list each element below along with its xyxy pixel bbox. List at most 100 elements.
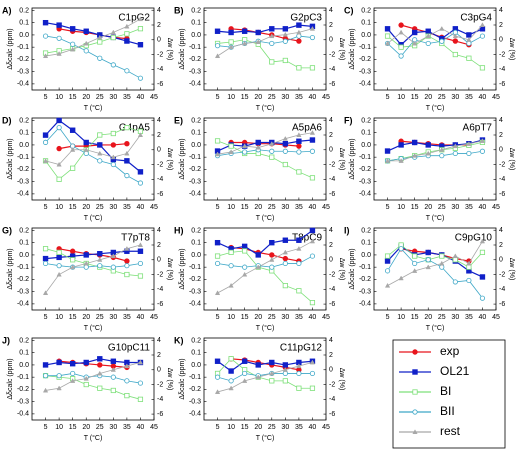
panel-label: F) — [344, 115, 353, 125]
marker — [83, 147, 89, 152]
marker — [228, 249, 234, 255]
marker — [110, 62, 116, 68]
marker — [70, 264, 76, 270]
x-tick-label: 15 — [69, 94, 77, 101]
marker — [398, 142, 404, 148]
marker — [97, 34, 103, 40]
marker — [384, 40, 391, 46]
y2-tick-label: 2 — [157, 242, 161, 249]
marker — [241, 28, 248, 34]
marker — [269, 154, 275, 160]
marker — [309, 25, 316, 31]
marker — [228, 263, 234, 269]
plot-frame — [31, 7, 155, 91]
y2-tick-label: -2 — [157, 381, 163, 388]
marker — [309, 253, 316, 259]
marker — [398, 275, 404, 281]
marker — [309, 370, 316, 377]
legend-marker — [412, 429, 418, 435]
marker — [425, 150, 431, 156]
y-tick-label: -0.2 — [189, 166, 201, 173]
marker — [228, 356, 234, 362]
marker — [282, 57, 288, 64]
marker — [124, 173, 130, 179]
marker — [214, 43, 221, 49]
marker — [466, 141, 472, 146]
marker — [384, 282, 391, 288]
marker — [384, 33, 391, 39]
marker — [282, 135, 288, 141]
y-tick-label: -0.3 — [189, 68, 201, 75]
x-tick-label: 45 — [150, 314, 158, 321]
panel-title: C9pG10 — [455, 233, 493, 244]
y2-tick-label: -4 — [157, 176, 163, 183]
marker — [411, 29, 418, 36]
marker — [242, 271, 248, 277]
marker — [137, 273, 144, 279]
x-tick-label: 15 — [411, 204, 419, 211]
marker — [425, 40, 431, 47]
marker — [228, 29, 234, 36]
y2-tick-label: 0 — [329, 257, 333, 264]
y2-tick-label: 4 — [499, 227, 503, 234]
panel-label: G) — [2, 225, 12, 235]
marker — [137, 242, 144, 248]
marker — [242, 248, 248, 254]
x-tick-label: 5 — [44, 204, 48, 211]
marker — [255, 252, 261, 258]
y-tick-label: 0.1 — [361, 20, 371, 27]
x-tick-label: 30 — [451, 204, 459, 211]
marker — [452, 143, 458, 149]
marker — [282, 283, 288, 289]
y2-tick-label: -2 — [157, 271, 163, 278]
marker — [384, 268, 391, 274]
marker — [83, 40, 89, 46]
marker — [412, 40, 418, 46]
y2-tick-label: 0 — [499, 37, 503, 44]
marker — [411, 139, 418, 146]
y2-tick-label: -2 — [499, 271, 505, 278]
x-tick-label: 20 — [254, 94, 262, 101]
marker — [439, 38, 445, 44]
marker — [269, 257, 275, 262]
y-tick-label: 0.2 — [191, 117, 201, 124]
x-tick-label: 35 — [295, 424, 303, 431]
marker — [439, 264, 445, 270]
x-tick-label: 35 — [465, 204, 473, 211]
y-tick-label: -0.4 — [189, 191, 201, 198]
marker — [466, 32, 472, 38]
x-tick-label: 15 — [69, 424, 77, 431]
y2-tick-label: -6 — [157, 191, 163, 198]
x-tick-label: 35 — [123, 204, 131, 211]
y-axis-label: Δδcalc (ppm) — [7, 28, 14, 69]
y-tick-label: 0.0 — [191, 142, 201, 149]
marker — [425, 257, 431, 263]
x-tick-label: 25 — [438, 314, 446, 321]
marker — [296, 38, 302, 44]
marker — [56, 125, 62, 131]
y-tick-label: -0.3 — [189, 398, 201, 405]
marker — [110, 253, 116, 259]
marker — [412, 152, 418, 158]
y-tick-label: -0.4 — [17, 81, 29, 88]
x-tick-label: 20 — [82, 424, 90, 431]
marker — [83, 264, 89, 270]
x-tick-label: 30 — [281, 314, 289, 321]
marker — [255, 362, 261, 368]
y2-tick-label: -6 — [157, 411, 163, 418]
series-line — [45, 361, 141, 391]
x-axis-label: T (°C) — [84, 434, 103, 442]
marker — [425, 264, 431, 270]
marker — [83, 252, 89, 258]
marker — [42, 158, 49, 163]
marker — [255, 39, 261, 44]
y-axis-label: Δδcalc (ppm) — [179, 358, 186, 399]
x-tick-label: 30 — [109, 204, 117, 211]
marker — [110, 161, 116, 168]
legend-label: BII — [440, 404, 455, 418]
y-tick-label: -0.3 — [359, 178, 371, 185]
x-tick-label: 5 — [216, 94, 220, 101]
y-tick-label: 0.1 — [19, 20, 29, 27]
marker — [228, 39, 234, 45]
marker — [56, 176, 62, 182]
